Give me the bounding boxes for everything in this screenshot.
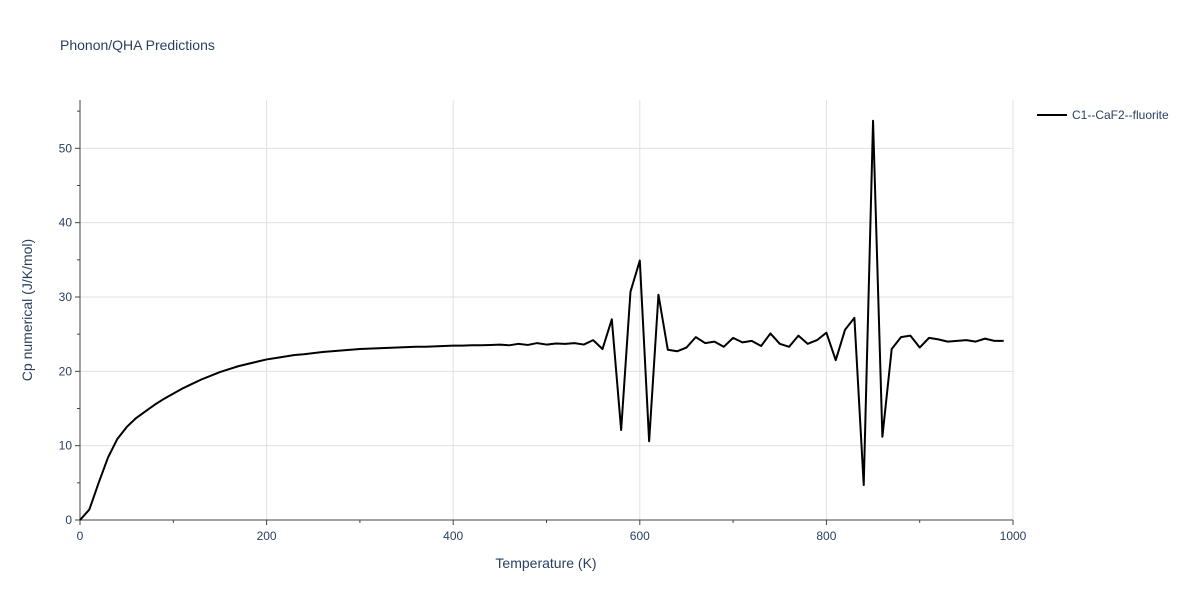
- grid-layer: [80, 100, 1014, 520]
- x-tick-label: 1000: [1000, 529, 1027, 543]
- tick-layer: 0 200 400 600 800 1000 0 10 20 30 40 50: [59, 110, 1027, 543]
- y-tick-label: 40: [59, 216, 73, 230]
- chart-title: Phonon/QHA Predictions: [60, 37, 215, 53]
- y-tick-label: 30: [59, 290, 73, 304]
- x-tick-label: 0: [77, 529, 84, 543]
- x-tick-label: 800: [816, 529, 836, 543]
- legend-label: C1--CaF2--fluorite: [1072, 108, 1169, 122]
- series-line[interactable]: [79, 119, 1004, 521]
- y-tick-label: 10: [59, 439, 73, 453]
- x-axis-title: Temperature (K): [495, 555, 596, 571]
- y-tick-label: 20: [59, 364, 73, 378]
- x-tick-label: 200: [257, 529, 277, 543]
- y-axis-title: Cp numerical (J/K/mol): [19, 239, 35, 381]
- x-tick-label: 600: [630, 529, 650, 543]
- y-tick-label: 50: [59, 141, 73, 155]
- legend[interactable]: C1--CaF2--fluorite: [1037, 108, 1169, 122]
- series-layer: [79, 119, 1004, 521]
- y-tick-label: 0: [65, 513, 72, 527]
- x-tick-label: 400: [443, 529, 463, 543]
